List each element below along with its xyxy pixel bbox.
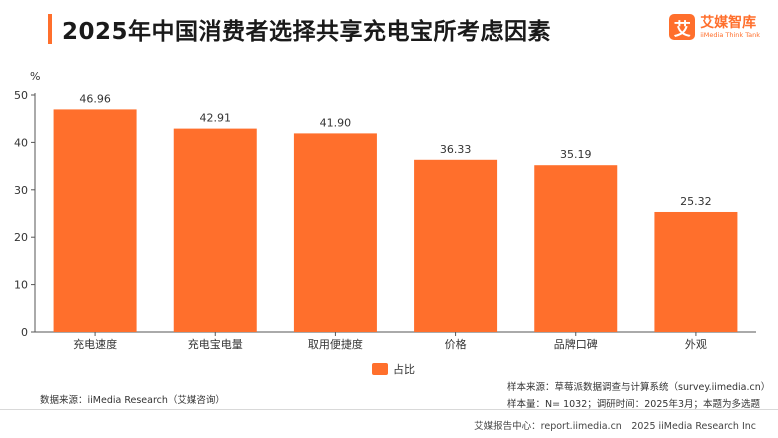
logo-icon: 艾	[669, 14, 696, 40]
title-accent-bar	[48, 14, 52, 44]
page-title: 2025年中国消费者选择共享充电宝所考虑因素	[62, 19, 552, 45]
bar	[654, 211, 738, 332]
bar-chart: % 0 10 20 30 40 50 46.96 充电速度 42.91 充电宝电量 41.90 取用便捷…	[14, 70, 756, 351]
x-tick-label: 充电宝电量	[188, 337, 243, 351]
bar-value-label: 41.90	[320, 116, 352, 129]
legend-swatch	[372, 363, 388, 375]
footer-text: 艾媒报告中心：report.iimedia.cn 2025 iiMedia Re…	[474, 421, 756, 432]
bar	[53, 109, 137, 332]
x-tick-label: 取用便捷度	[308, 337, 363, 351]
bar-value-label: 46.96	[79, 92, 111, 105]
bar-value-label: 25.32	[680, 195, 712, 208]
y-tick-label: 10	[14, 279, 28, 292]
x-tick-label: 品牌口碑	[554, 337, 598, 351]
bar-value-label: 35.19	[560, 148, 592, 161]
footer-divider	[0, 409, 778, 410]
sample-size-note: 样本量：N= 1032；调研时间：2025年3月；本题为多选题	[507, 399, 760, 410]
y-tick-label: 20	[14, 231, 28, 244]
bar-value-label: 36.33	[440, 143, 472, 156]
data-source-note: 数据来源：iiMedia Research（艾媒咨询）	[40, 395, 225, 406]
bar	[293, 133, 377, 332]
y-tick-label: 30	[14, 184, 28, 197]
legend-label: 占比	[393, 363, 415, 376]
bar	[414, 159, 498, 332]
y-tick-label: 50	[14, 89, 28, 102]
x-tick-label: 外观	[685, 338, 707, 351]
bar	[173, 128, 257, 332]
brand-logo: 艾 艾媒智库 iiMedia Think Tank	[669, 14, 760, 40]
logo-subtitle: iiMedia Think Tank	[700, 30, 760, 39]
bar-value-label: 42.91	[200, 112, 232, 125]
sample-source-note: 样本来源：草莓派数据调查与计算系统（survey.iimedia.cn）	[507, 382, 771, 393]
x-tick-label: 价格	[445, 337, 467, 351]
chart-legend: 占比	[372, 361, 415, 377]
logo-name: 艾媒智库	[700, 14, 757, 31]
y-tick-label: 0	[21, 326, 28, 339]
y-axis-unit: %	[30, 70, 40, 83]
bar	[534, 165, 618, 332]
x-tick-label: 充电速度	[73, 337, 117, 351]
y-tick-label: 40	[14, 136, 28, 149]
